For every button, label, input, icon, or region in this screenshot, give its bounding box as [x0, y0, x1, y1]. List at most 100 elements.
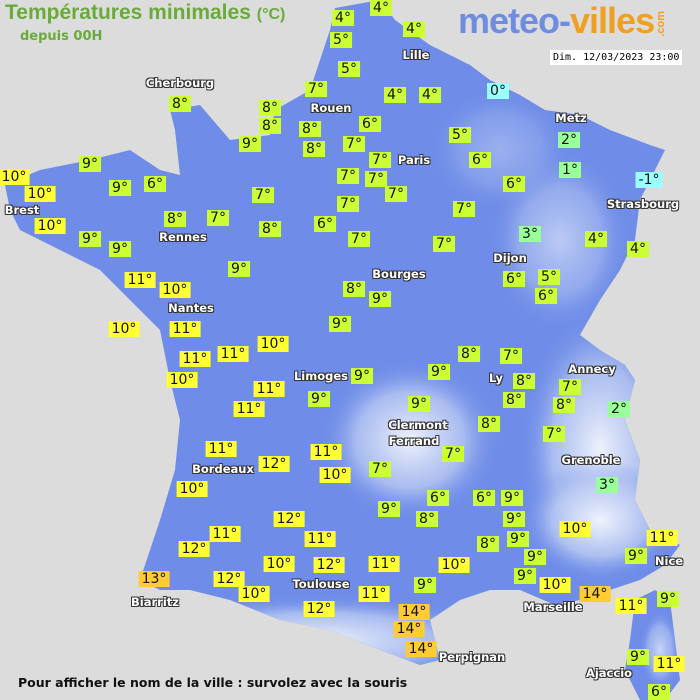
temperature-marker[interactable]: 7° — [543, 426, 565, 442]
temperature-marker[interactable]: 7° — [559, 379, 581, 395]
temperature-marker[interactable]: 8° — [169, 96, 191, 112]
temperature-marker[interactable]: 11° — [304, 531, 336, 547]
temperature-marker[interactable]: 14° — [405, 641, 437, 657]
temperature-marker[interactable]: 5° — [449, 127, 471, 143]
temperature-marker[interactable]: 6° — [648, 684, 670, 700]
temperature-marker[interactable]: 8° — [458, 346, 480, 362]
temperature-marker[interactable]: 7° — [252, 187, 274, 203]
temperature-marker[interactable]: 7° — [305, 81, 327, 97]
temperature-marker[interactable]: 8° — [503, 392, 525, 408]
temperature-marker[interactable]: 7° — [337, 196, 359, 212]
temperature-marker[interactable]: 2° — [608, 401, 630, 417]
temperature-marker[interactable]: 9° — [428, 364, 450, 380]
temperature-marker[interactable]: 10° — [159, 282, 191, 298]
temperature-marker[interactable]: 6° — [427, 490, 449, 506]
temperature-marker[interactable]: 9° — [627, 649, 649, 665]
temperature-marker[interactable]: 5° — [330, 32, 352, 48]
temperature-marker[interactable]: 8° — [259, 100, 281, 116]
temperature-marker[interactable]: 9° — [503, 511, 525, 527]
temperature-marker[interactable]: 10° — [108, 321, 140, 337]
temperature-marker[interactable]: 10° — [559, 521, 591, 537]
temperature-marker[interactable]: 6° — [503, 176, 525, 192]
temperature-marker[interactable]: 9° — [524, 549, 546, 565]
temperature-marker[interactable]: 11° — [124, 272, 156, 288]
temperature-marker[interactable]: 4° — [627, 241, 649, 257]
temperature-marker[interactable]: 14° — [398, 604, 430, 620]
temperature-marker[interactable]: 10° — [539, 577, 571, 593]
temperature-marker[interactable]: 11° — [310, 444, 342, 460]
temperature-marker[interactable]: 11° — [205, 441, 237, 457]
temperature-marker[interactable]: 12° — [313, 557, 345, 573]
temperature-marker[interactable]: 8° — [259, 118, 281, 134]
temperature-marker[interactable]: 4° — [332, 10, 354, 26]
temperature-marker[interactable]: 11° — [253, 381, 285, 397]
temperature-marker[interactable]: 11° — [233, 401, 265, 417]
temperature-marker[interactable]: 8° — [513, 373, 535, 389]
temperature-marker[interactable]: 7° — [385, 186, 407, 202]
temperature-marker[interactable]: 6° — [359, 116, 381, 132]
temperature-marker[interactable]: 9° — [507, 531, 529, 547]
temperature-marker[interactable]: 9° — [625, 548, 647, 564]
temperature-marker[interactable]: 6° — [314, 216, 336, 232]
temperature-marker[interactable]: 9° — [109, 180, 131, 196]
temperature-marker[interactable]: 9° — [308, 391, 330, 407]
temperature-marker[interactable]: 0° — [487, 83, 509, 99]
temperature-marker[interactable]: 9° — [369, 291, 391, 307]
temperature-marker[interactable]: 11° — [646, 530, 678, 546]
temperature-marker[interactable]: 4° — [585, 231, 607, 247]
temperature-marker[interactable]: 4° — [370, 0, 392, 16]
temperature-marker[interactable]: 9° — [351, 368, 373, 384]
temperature-marker[interactable]: 3° — [519, 226, 541, 242]
temperature-marker[interactable]: 13° — [138, 571, 170, 587]
temperature-marker[interactable]: 5° — [338, 61, 360, 77]
temperature-marker[interactable]: 9° — [378, 501, 400, 517]
temperature-marker[interactable]: 10° — [176, 481, 208, 497]
temperature-marker[interactable]: 2° — [558, 132, 580, 148]
temperature-marker[interactable]: 7° — [453, 201, 475, 217]
temperature-marker[interactable]: 10° — [257, 336, 289, 352]
temperature-marker[interactable]: 9° — [329, 316, 351, 332]
temperature-marker[interactable]: 12° — [258, 456, 290, 472]
temperature-marker[interactable]: 8° — [477, 536, 499, 552]
temperature-marker[interactable]: 7° — [442, 446, 464, 462]
temperature-marker[interactable]: 8° — [259, 221, 281, 237]
temperature-marker[interactable]: 12° — [213, 571, 245, 587]
temperature-marker[interactable]: 11° — [653, 656, 685, 672]
temperature-marker[interactable]: 7° — [348, 231, 370, 247]
temperature-marker[interactable]: 4° — [403, 21, 425, 37]
temperature-marker[interactable]: 10° — [24, 186, 56, 202]
temperature-marker[interactable]: 9° — [239, 136, 261, 152]
temperature-marker[interactable]: -1° — [635, 172, 663, 188]
temperature-marker[interactable]: 5° — [538, 269, 560, 285]
temperature-marker[interactable]: 7° — [369, 461, 391, 477]
temperature-marker[interactable]: 10° — [0, 169, 30, 185]
temperature-marker[interactable]: 9° — [408, 396, 430, 412]
temperature-marker[interactable]: 8° — [478, 416, 500, 432]
temperature-marker[interactable]: 10° — [34, 218, 66, 234]
temperature-marker[interactable]: 10° — [438, 557, 470, 573]
temperature-marker[interactable]: 6° — [144, 176, 166, 192]
temperature-marker[interactable]: 6° — [469, 152, 491, 168]
temperature-marker[interactable]: 11° — [368, 556, 400, 572]
temperature-marker[interactable]: 9° — [109, 241, 131, 257]
meteo-villes-logo[interactable]: meteo-villes.com — [458, 0, 667, 42]
temperature-marker[interactable]: 11° — [179, 351, 211, 367]
temperature-marker[interactable]: 6° — [473, 490, 495, 506]
temperature-marker[interactable]: 9° — [79, 156, 101, 172]
temperature-marker[interactable]: 9° — [228, 261, 250, 277]
temperature-marker[interactable]: 9° — [79, 231, 101, 247]
temperature-marker[interactable]: 9° — [501, 490, 523, 506]
temperature-marker[interactable]: 4° — [384, 87, 406, 103]
temperature-marker[interactable]: 10° — [319, 467, 351, 483]
temperature-marker[interactable]: 7° — [500, 348, 522, 364]
temperature-marker[interactable]: 11° — [615, 598, 647, 614]
temperature-marker[interactable]: 14° — [393, 621, 425, 637]
temperature-marker[interactable]: 3° — [596, 477, 618, 493]
temperature-marker[interactable]: 11° — [169, 321, 201, 337]
temperature-marker[interactable]: 9° — [514, 568, 536, 584]
temperature-marker[interactable]: 12° — [303, 601, 335, 617]
temperature-marker[interactable]: 9° — [414, 577, 436, 593]
temperature-marker[interactable]: 7° — [343, 136, 365, 152]
temperature-marker[interactable]: 9° — [657, 591, 679, 607]
temperature-marker[interactable]: 10° — [166, 372, 198, 388]
